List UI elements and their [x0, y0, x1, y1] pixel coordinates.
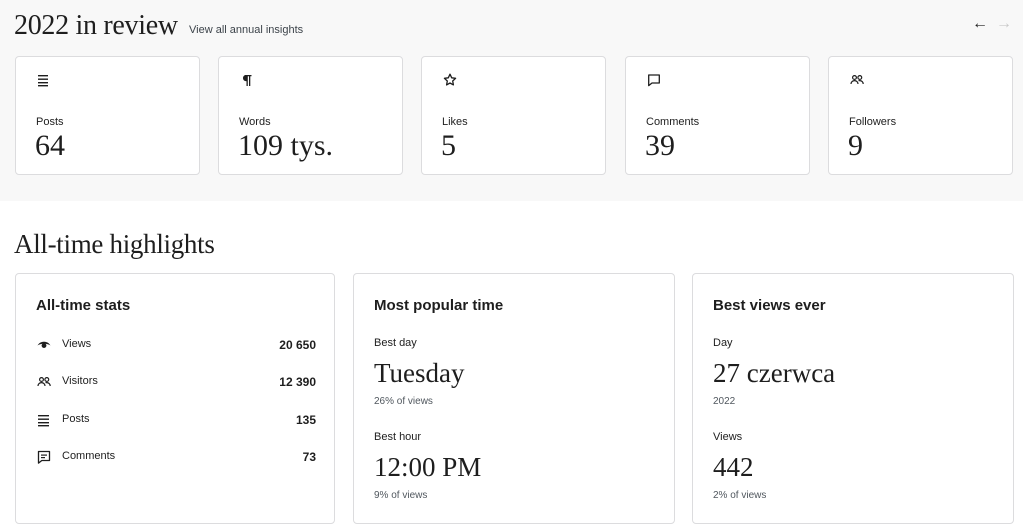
people-icon — [36, 374, 52, 390]
stat-row-visitors: Visitors 12 390 — [36, 372, 316, 392]
visitors-value: 12 390 — [279, 375, 316, 389]
best-views-ever-title: Best views ever — [713, 297, 826, 314]
comments-stat-label: Comments — [62, 450, 116, 462]
best-views-ever-panel: Best views ever Day 27 czerwca 2022 View… — [692, 273, 1014, 524]
people-icon — [849, 72, 865, 88]
next-year-arrow-icon[interactable]: → — [996, 15, 1012, 32]
words-value: 109 tys. — [238, 129, 334, 162]
comments-card: Comments 39 — [625, 56, 810, 175]
best-hour-label: Best hour — [374, 431, 422, 443]
comments-label: Comments — [646, 116, 700, 128]
previous-year-arrow-icon[interactable]: ← — [972, 15, 988, 32]
most-popular-time-title: Most popular time — [374, 297, 504, 314]
best-views-year: 2022 — [713, 396, 736, 407]
words-label: Words — [239, 116, 271, 128]
stat-row-posts: Posts 135 — [36, 410, 316, 430]
best-day-share: 26% of views — [374, 396, 433, 407]
comment-icon — [646, 72, 662, 88]
stat-row-views: Views 20 650 — [36, 335, 316, 355]
posts-label: Posts — [36, 116, 64, 128]
all-time-stats-title: All-time stats — [36, 297, 131, 314]
most-popular-time-panel: Most popular time Best day Tuesday 26% o… — [353, 273, 675, 524]
all-time-stats-panel: All-time stats Views 20 650 Visitors 12 … — [15, 273, 335, 524]
best-views-share: 2% of views — [713, 490, 767, 501]
posts-icon — [36, 412, 52, 428]
best-views-day-value: 27 czerwca — [713, 358, 836, 388]
annual-insights-section: 2022 in review View all annual insights … — [0, 0, 1023, 201]
posts-icon — [36, 72, 52, 88]
eye-icon — [36, 337, 52, 353]
posts-stat-value: 135 — [295, 413, 316, 427]
likes-value: 5 — [441, 129, 456, 162]
comments-stat-value: 73 — [302, 450, 316, 464]
followers-card: Followers 9 — [828, 56, 1013, 175]
followers-value: 9 — [848, 129, 863, 162]
best-views-day-label: Day — [713, 337, 733, 349]
best-day-value: Tuesday — [374, 358, 465, 388]
words-card: Words 109 tys. — [218, 56, 403, 175]
posts-card: Posts 64 — [15, 56, 200, 175]
star-icon — [442, 72, 458, 88]
best-views-views-label: Views — [713, 431, 743, 443]
posts-stat-label: Posts — [62, 413, 90, 425]
stat-row-comments: Comments 73 — [36, 447, 316, 467]
visitors-label: Visitors — [62, 375, 98, 387]
view-annual-insights-link[interactable]: View all annual insights — [189, 24, 304, 36]
views-label: Views — [62, 338, 92, 350]
comment-icon — [36, 449, 52, 465]
likes-label: Likes — [442, 116, 468, 128]
best-day-label: Best day — [374, 337, 417, 349]
views-value: 20 650 — [279, 338, 316, 352]
likes-card: Likes 5 — [421, 56, 606, 175]
paragraph-icon — [239, 72, 255, 88]
posts-value: 64 — [35, 129, 65, 162]
best-hour-value: 12:00 PM — [374, 452, 482, 482]
best-hour-share: 9% of views — [374, 490, 428, 501]
annual-title: 2022 in review — [14, 10, 178, 41]
comments-value: 39 — [645, 129, 675, 162]
best-views-views-value: 442 — [713, 452, 754, 482]
highlights-title: All-time highlights — [14, 229, 215, 259]
followers-label: Followers — [849, 116, 897, 128]
